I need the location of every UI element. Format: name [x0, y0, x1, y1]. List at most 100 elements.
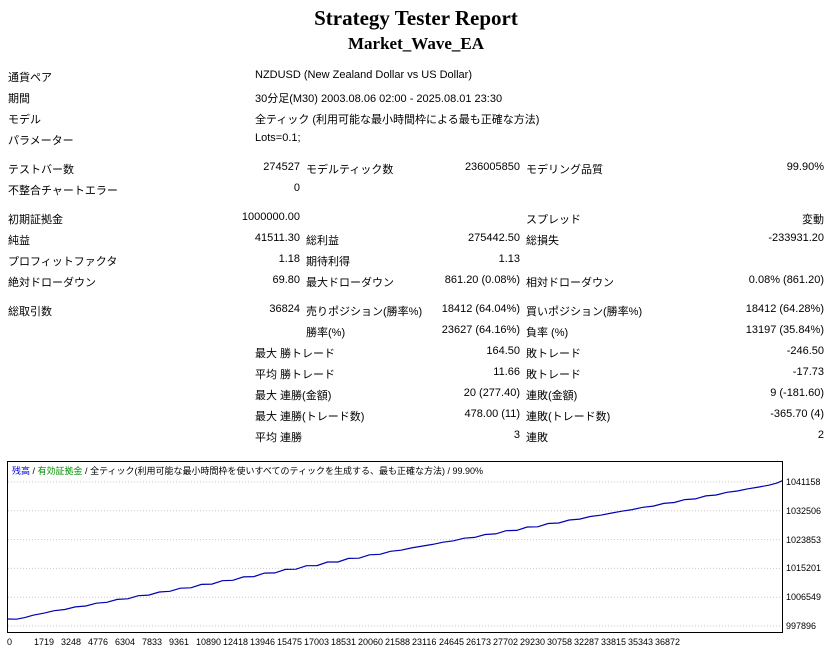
x-axis-label: 18531 — [331, 637, 357, 647]
cell-label: プロフィットファクタ — [8, 256, 118, 268]
x-axis-label: 17003 — [304, 637, 330, 647]
table-row: 通貨ペア NZDUSD (New Zealand Dollar vs US Dol… — [0, 66, 832, 87]
cell-value: 13197 (35.84%) — [745, 324, 824, 336]
cell-label: モデル — [8, 114, 41, 126]
y-axis-label: 1023853 — [786, 534, 822, 545]
table-row: 初期証拠金 1000000.00 スプレッド 変動 — [0, 208, 832, 229]
cell-value: 69.80 — [272, 274, 300, 286]
table-row: 純益 41511.30 総利益 275442.50 総損失 -233931.20 — [0, 229, 832, 250]
cell-value: 最大 連勝(金額) — [255, 390, 332, 402]
table-row: 期間 30分足(M30) 2003.08.06 02:00 - 2025.08.0… — [0, 87, 832, 108]
cell-label: 総損失 — [526, 235, 559, 247]
cell-value: 最大 連勝(トレード数) — [255, 411, 365, 423]
x-axis-label: 21588 — [385, 637, 411, 647]
x-axis-label: 24645 — [439, 637, 465, 647]
cell-value: -246.50 — [786, 345, 824, 357]
x-axis-label: 20060 — [358, 637, 384, 647]
report-table: 通貨ペア NZDUSD (New Zealand Dollar vs US Dol… — [0, 66, 832, 447]
chart-legend-part: / — [82, 466, 91, 476]
cell-value: 平均 連勝 — [255, 432, 303, 444]
cell-label: 買いポジション(勝率%) — [526, 306, 643, 318]
ea-name: Market_Wave_EA — [348, 34, 484, 53]
cell-value: 18412 (64.04%) — [441, 303, 520, 315]
x-axis-label: 30758 — [547, 637, 573, 647]
table-row — [0, 292, 832, 300]
cell-value: 1.18 — [278, 253, 300, 265]
cell-value: 36824 — [269, 303, 300, 315]
table-row: 勝率(%) 23627 (64.16%) 負率 (%) 13197 (35.84%) — [0, 321, 832, 342]
cell-label: 期間 — [8, 93, 30, 105]
cell-label: 負率 (%) — [526, 327, 569, 339]
x-axis-label: 36872 — [655, 637, 681, 647]
cell-value: 2 — [817, 429, 824, 441]
x-axis-label: 0 — [7, 637, 13, 647]
cell-label: 初期証拠金 — [8, 214, 63, 226]
cell-value: 0.08% (861.20) — [748, 274, 824, 286]
cell-label: 通貨ペア — [8, 72, 52, 84]
cell-value: 3 — [513, 429, 520, 441]
cell-label: 総取引数 — [8, 306, 52, 318]
x-axis-label: 12418 — [223, 637, 249, 647]
cell-label: モデリング品質 — [526, 164, 603, 176]
table-row: モデル 全ティック (利用可能な最小時間枠による最も正確な方法) — [0, 108, 832, 129]
x-axis-label: 26173 — [466, 637, 492, 647]
cell-value: Lots=0.1; — [255, 132, 301, 144]
x-axis-labels: 0 1719 3248 4776 6304 7833 9361 10890 12418 13946… — [7, 637, 807, 651]
y-axis-label: 1041158 — [786, 477, 821, 487]
cell-label: 絶対ドローダウン — [8, 277, 96, 289]
chart-legend-part: / — [30, 466, 38, 476]
x-axis-label: 4776 — [88, 637, 109, 647]
x-axis-label: 3248 — [61, 637, 82, 647]
table-row: 最大 連勝(トレード数) 478.00 (11) 連敗(トレード数) -365.70 … — [0, 405, 832, 426]
cell-value: -17.73 — [792, 366, 824, 378]
cell-value: 18412 (64.28%) — [745, 303, 824, 315]
cell-value: 274527 — [263, 161, 300, 173]
chart-legend-part: 全ティック(利用可能な最小時間枠を使いすべてのティックを生成する、最も正確な方法… — [90, 466, 484, 476]
x-axis-label: 23116 — [412, 637, 437, 647]
cell-value: 平均 勝トレード — [255, 369, 336, 381]
cell-value: -365.70 (4) — [770, 408, 824, 420]
cell-label: スプレッド — [526, 214, 581, 226]
x-axis-label: 15475 — [277, 637, 303, 647]
cell-value: 861.20 (0.08%) — [444, 274, 520, 286]
cell-label: 相対ドローダウン — [526, 277, 614, 289]
table-row: 平均 勝トレード 11.66 敗トレード -17.73 — [0, 363, 832, 384]
cell-label: 不整合チャートエラー — [8, 185, 118, 197]
x-axis-label: 13946 — [250, 637, 276, 647]
cell-label: モデルティック数 — [306, 164, 394, 176]
x-axis-label: 7833 — [142, 637, 163, 647]
cell-label: 最大ドローダウン — [306, 277, 394, 289]
table-row: 絶対ドローダウン 69.80 最大ドローダウン 861.20 (0.08%) 相対ドロー… — [0, 271, 832, 292]
cell-value: 最大 勝トレード — [255, 348, 336, 360]
balance-chart: 残高 / 有効証拠金 / 全ティック(利用可能な最小時間枠を使いすべてのティック… — [0, 461, 832, 661]
cell-value: -233931.20 — [768, 232, 824, 244]
cell-value: 9 (-181.60) — [770, 387, 824, 399]
y-axis-label: 1006549 — [786, 592, 822, 603]
x-axis-label: 33815 — [601, 637, 627, 647]
cell-value: 275442.50 — [468, 232, 520, 244]
cell-value: 164.50 — [486, 345, 520, 357]
cell-value: 99.90% — [786, 161, 824, 173]
cell-label: 期待利得 — [306, 256, 350, 268]
cell-value: 0 — [293, 182, 300, 194]
cell-value: 1000000.00 — [241, 211, 300, 223]
x-axis-label: 9361 — [169, 637, 190, 647]
cell-label: 純益 — [8, 235, 30, 247]
cell-label: テストバー数 — [8, 164, 74, 176]
chart-legend-part: 有効証拠金 — [37, 466, 83, 476]
report-title: Strategy Tester Report — [314, 6, 518, 30]
cell-value: 236005850 — [464, 161, 520, 173]
x-axis-label: 29230 — [520, 637, 546, 647]
cell-value: 全ティック (利用可能な最小時間枠による最も正確な方法) — [255, 114, 540, 126]
table-row: 総取引数 36824 売りポジション(勝率%) 18412 (64.04%) 買いポジシ… — [0, 300, 832, 321]
cell-value: NZDUSD (New Zealand Dollar vs US Dollar) — [255, 69, 472, 81]
chart-legend-part: 残高 — [12, 466, 31, 476]
table-row — [0, 150, 832, 158]
table-row — [0, 200, 832, 208]
cell-value: 変動 — [802, 214, 824, 226]
x-axis-label: 27702 — [493, 637, 519, 647]
x-axis-label: 10890 — [196, 637, 222, 647]
table-row: パラメーター Lots=0.1; — [0, 129, 832, 150]
y-axis-label: 997896 — [786, 621, 817, 631]
cell-label: パラメーター — [8, 135, 74, 147]
